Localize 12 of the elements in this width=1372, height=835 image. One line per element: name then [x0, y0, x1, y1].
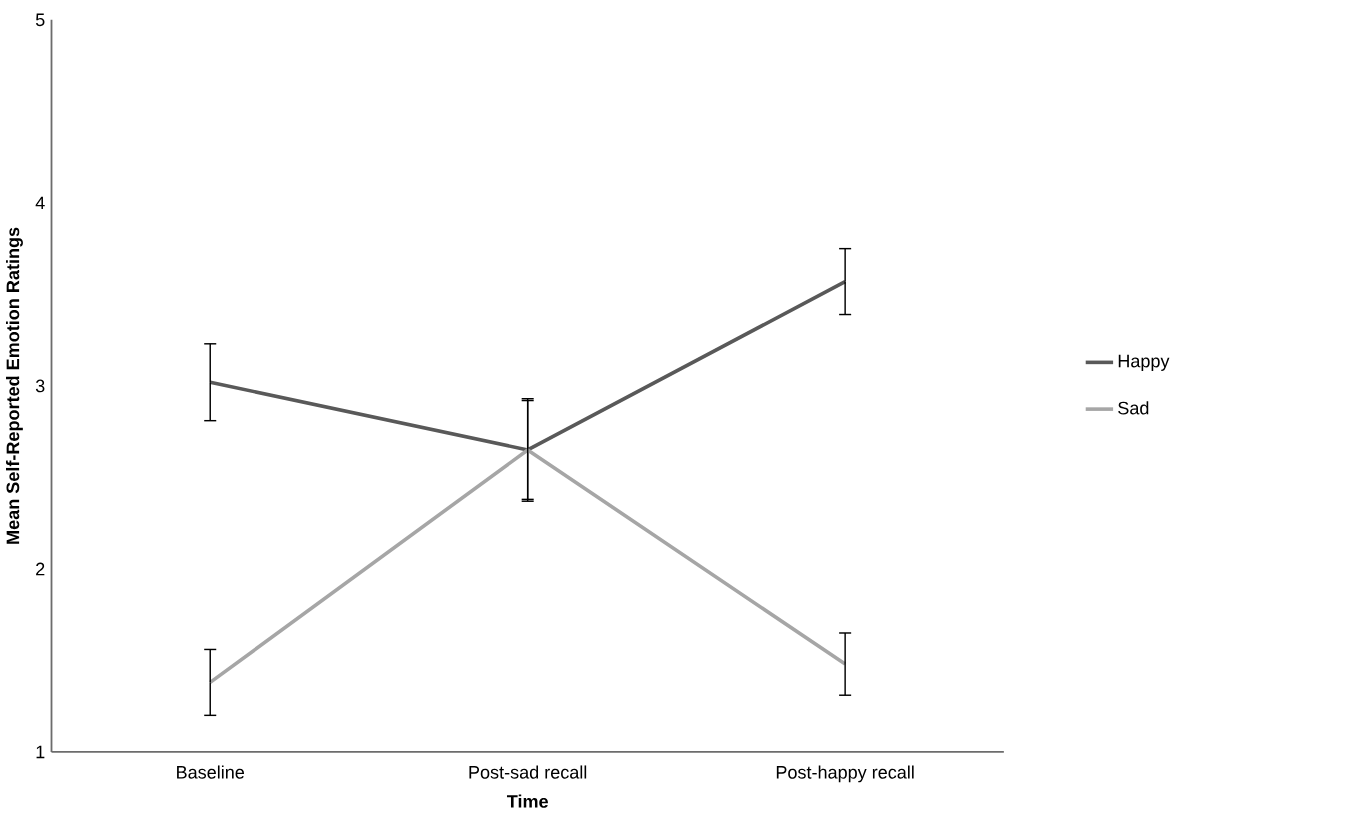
x-tick-label: Post-sad recall: [469, 765, 587, 779]
legend-label: Sad: [1118, 401, 1149, 415]
legend-label: Happy: [1118, 354, 1170, 371]
y-axis-title: Mean Self-Reported Emotion Ratings: [6, 227, 23, 544]
y-tick-label: 5: [35, 13, 45, 27]
x-axis-title: Time: [506, 794, 548, 808]
x-tick-label: Post-happy recall: [776, 765, 914, 783]
y-tick-label: 2: [36, 562, 45, 576]
y-tick-label: 1: [36, 745, 45, 759]
x-tick-label: Baseline: [177, 765, 245, 779]
y-tick-label: 4: [35, 196, 45, 210]
y-tick-label: 3: [35, 379, 45, 393]
